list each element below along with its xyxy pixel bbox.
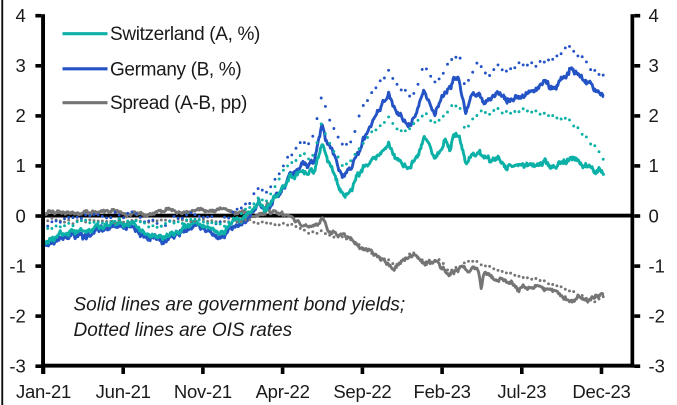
svg-text:0: 0 xyxy=(16,205,26,226)
svg-text:-3: -3 xyxy=(649,356,665,377)
svg-text:3: 3 xyxy=(649,55,659,76)
svg-text:0: 0 xyxy=(649,205,659,226)
svg-text:3: 3 xyxy=(16,55,26,76)
svg-text:-2: -2 xyxy=(9,305,25,326)
svg-text:Sep-22: Sep-22 xyxy=(333,381,391,402)
svg-text:1: 1 xyxy=(16,155,26,176)
svg-text:-3: -3 xyxy=(9,356,25,377)
svg-text:-1: -1 xyxy=(9,255,25,276)
svg-text:Apr-22: Apr-22 xyxy=(256,381,310,402)
svg-text:-1: -1 xyxy=(649,255,665,276)
svg-text:1: 1 xyxy=(649,155,659,176)
svg-text:Solid lines are government bon: Solid lines are government bond yields; xyxy=(74,295,406,316)
svg-text:Dec-23: Dec-23 xyxy=(572,381,630,402)
svg-text:Germany (B, %): Germany (B, %) xyxy=(110,59,241,80)
svg-text:Feb-23: Feb-23 xyxy=(414,381,471,402)
svg-text:Switzerland (A, %): Switzerland (A, %) xyxy=(110,24,260,45)
svg-text:Jul-23: Jul-23 xyxy=(497,381,546,402)
svg-text:Nov-21: Nov-21 xyxy=(174,381,232,402)
svg-text:Spread (A-B, pp): Spread (A-B, pp) xyxy=(110,93,247,114)
svg-text:Jan-21: Jan-21 xyxy=(16,381,71,402)
svg-text:Jun-21: Jun-21 xyxy=(96,381,151,402)
svg-text:2: 2 xyxy=(649,105,659,126)
svg-text:-2: -2 xyxy=(649,305,665,326)
svg-text:4: 4 xyxy=(649,5,659,26)
svg-text:2: 2 xyxy=(16,105,26,126)
svg-text:4: 4 xyxy=(16,5,26,26)
svg-text:Dotted lines are OIS rates: Dotted lines are OIS rates xyxy=(74,320,293,341)
